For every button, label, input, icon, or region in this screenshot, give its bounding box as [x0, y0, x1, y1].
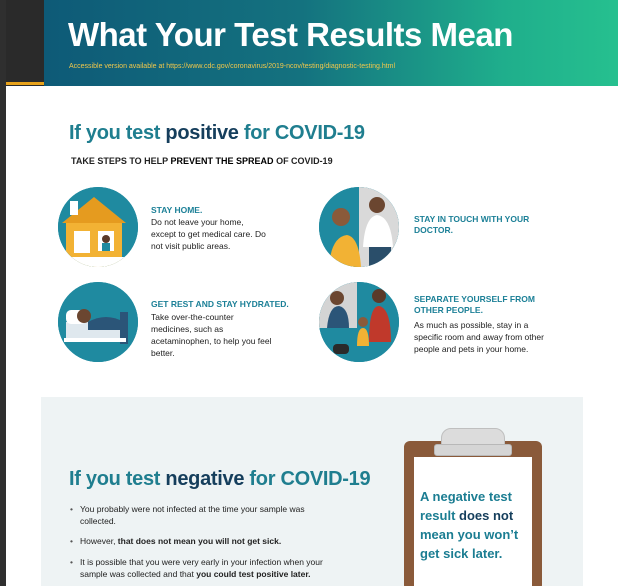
positive-title-post: for COVID-19 [238, 122, 365, 144]
item-stay-home-body: Do not leave your home, except to get me… [151, 217, 266, 251]
clipboard-clip-bar [434, 444, 512, 456]
callout-pre: A negative test result [420, 489, 512, 523]
item-rest-title: GET REST AND STAY HYDRATED. [151, 299, 289, 309]
family-pets-icon [319, 282, 399, 362]
left-edge-strip [0, 0, 6, 586]
steps-heading: TAKE STEPS TO HELP PREVENT THE SPREAD OF… [71, 156, 333, 166]
bullet-dot: • [70, 536, 73, 546]
item-separate-body: As much as possible, stay in a specific … [414, 320, 544, 354]
negative-title-emphasis: negative [165, 468, 245, 490]
corner-block [6, 0, 44, 86]
steps-heading-pre: TAKE STEPS TO HELP [71, 156, 171, 166]
item-separate-title: SEPARATE YOURSELF FROM OTHER PEOPLE. [414, 294, 535, 315]
steps-heading-emphasis: PREVENT THE SPREAD [170, 156, 274, 166]
negative-title-pre: If you test [69, 468, 166, 490]
accessible-version-link[interactable]: Accessible version available at https://… [69, 63, 396, 70]
positive-section-title: If you test positive for COVID-19 [69, 122, 365, 145]
bullet-dot: • [70, 557, 73, 567]
house-icon [58, 187, 138, 267]
header-banner: What Your Test Results Mean Accessible v… [44, 0, 618, 86]
list-item: • However, that does not mean you will n… [70, 535, 370, 547]
bullet-text: However, that does not mean you will not… [70, 535, 370, 547]
item-rest-body: Take over-the-counter medicines, such as… [151, 312, 272, 358]
bullet-text: It is possible that you were very early … [70, 556, 340, 580]
list-item: • It is possible that you were very earl… [70, 556, 340, 580]
negative-title-post: for COVID-19 [244, 468, 371, 490]
bullet-3-emphasis: you could test positive later. [196, 569, 311, 579]
list-item: • You probably were not infected at the … [70, 503, 305, 527]
bullet-1-text: You probably were not infected at the ti… [80, 504, 305, 526]
item-stay-home-title: STAY HOME. [151, 205, 203, 215]
bullet-2-pre: However, [80, 536, 118, 546]
steps-heading-post: OF COVID-19 [273, 156, 333, 166]
page-title: What Your Test Results Mean [68, 16, 513, 53]
item-doctor-title: STAY IN TOUCH WITH YOUR DOCTOR. [414, 214, 530, 235]
bullet-dot: • [70, 504, 73, 514]
callout-emphasis: does not [459, 508, 514, 523]
negative-section-title: If you test negative for COVID-19 [69, 468, 371, 491]
negative-callout: A negative test result does not mean you… [420, 487, 530, 563]
clipboard-paper [414, 457, 532, 586]
corner-accent-line [6, 82, 44, 85]
bed-rest-icon [58, 282, 138, 362]
callout-post: mean you won’t get sick later. [420, 527, 519, 561]
positive-title-emphasis: positive [165, 122, 239, 144]
phone-doctor-icon [319, 187, 399, 267]
bullet-3-pre: It is possible that you were very early … [80, 557, 323, 579]
bullet-2-emphasis: that does not mean you will not get sick… [117, 536, 282, 546]
bullet-text: You probably were not infected at the ti… [70, 503, 305, 527]
positive-title-pre: If you test [69, 122, 166, 144]
